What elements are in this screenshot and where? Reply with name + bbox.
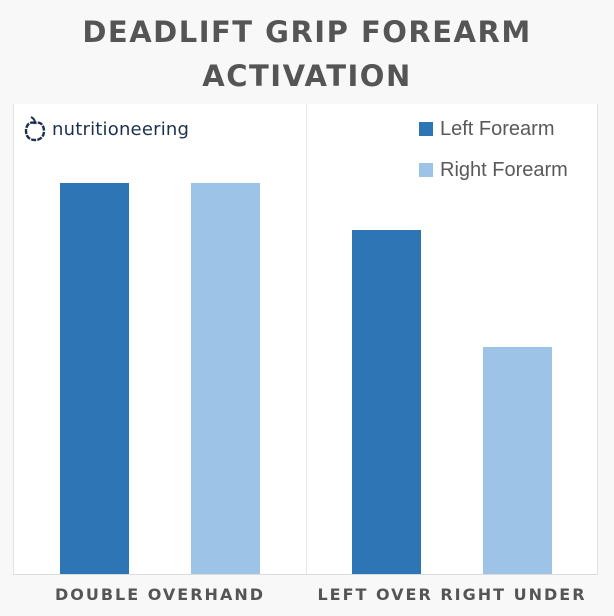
chart-title: DEADLIFT GRIP FOREARM ACTIVATION: [0, 10, 614, 98]
bar-right-forearm-1: [191, 183, 260, 574]
legend-label: Left Forearm: [440, 117, 555, 140]
legend-swatch-left: [419, 122, 433, 136]
plot-area: nutritioneering Left Forearm Right Forea…: [13, 104, 598, 575]
legend-item-right-forearm: Right Forearm: [419, 157, 568, 183]
bar-right-forearm-2: [483, 347, 552, 574]
chart-title-line-1: DEADLIFT GRIP FOREARM: [82, 15, 532, 49]
category-divider: [306, 104, 307, 574]
legend-item-left-forearm: Left Forearm: [419, 116, 568, 142]
x-category-label-1: DOUBLE OVERHAND: [54, 585, 265, 604]
legend-label: Right Forearm: [440, 158, 568, 181]
legend-swatch-right: [419, 163, 433, 177]
bar-left-forearm-2: [352, 230, 421, 574]
bar-left-forearm-1: [60, 183, 129, 574]
brand-name: nutritioneering: [52, 118, 190, 140]
chart-title-line-2: ACTIVATION: [202, 59, 412, 93]
x-category-label-2: LEFT OVER RIGHT UNDER: [317, 585, 587, 604]
brand-logo: nutritioneering: [24, 116, 189, 142]
apple-outline-icon: [24, 116, 46, 142]
legend: Left Forearm Right Forearm: [419, 116, 568, 198]
